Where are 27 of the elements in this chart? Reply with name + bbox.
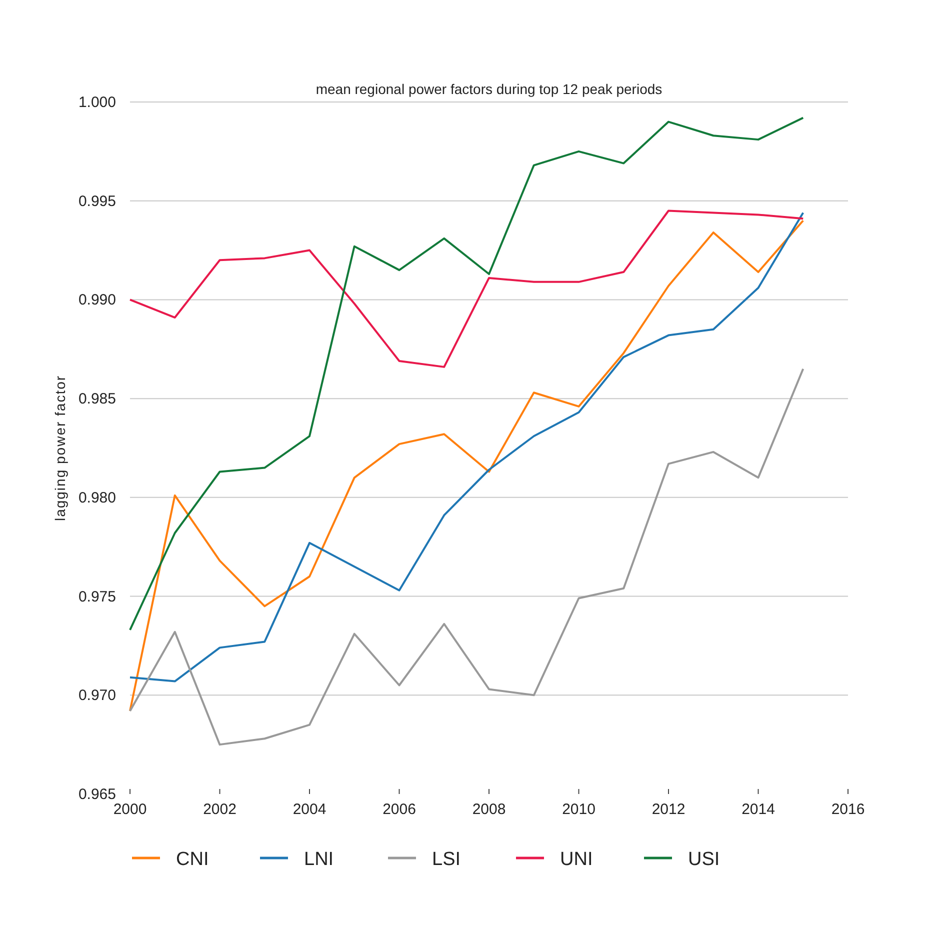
legend-label: LNI — [304, 849, 334, 870]
x-tick-label: 2010 — [562, 801, 596, 818]
y-tick-label: 0.975 — [78, 588, 116, 606]
y-tick-label: 0.985 — [78, 390, 116, 408]
x-tick-label: 2012 — [652, 801, 686, 818]
y-tick-label: 0.990 — [78, 292, 116, 309]
y-tick-label: 0.980 — [78, 489, 116, 506]
legend-label: LSI — [432, 849, 461, 870]
chart-title: mean regional power factors during top 12 peak periods — [316, 81, 662, 97]
line-series — [129, 368, 804, 746]
x-tick-label: 2004 — [292, 801, 326, 818]
x-tick-label: 2002 — [203, 801, 236, 818]
line-series — [129, 116, 804, 631]
y-tick-label: 0.995 — [78, 192, 116, 210]
x-tick-label: 2008 — [472, 801, 506, 818]
legend-label: USI — [688, 849, 720, 870]
legend-label: UNI — [560, 849, 593, 870]
x-tick-label: 2006 — [382, 801, 416, 818]
y-tick-label: 1.000 — [78, 94, 116, 111]
y-axis-title: lagging power factor — [52, 374, 68, 522]
legend-label: CNI — [176, 849, 209, 870]
x-tick-label: 2000 — [113, 801, 147, 818]
y-tick-label: 0.970 — [78, 687, 116, 704]
y-tick-label: 0.965 — [78, 786, 116, 803]
x-tick-label: 2014 — [742, 801, 775, 818]
line-series — [129, 210, 804, 368]
x-tick-label: 2016 — [831, 801, 865, 818]
